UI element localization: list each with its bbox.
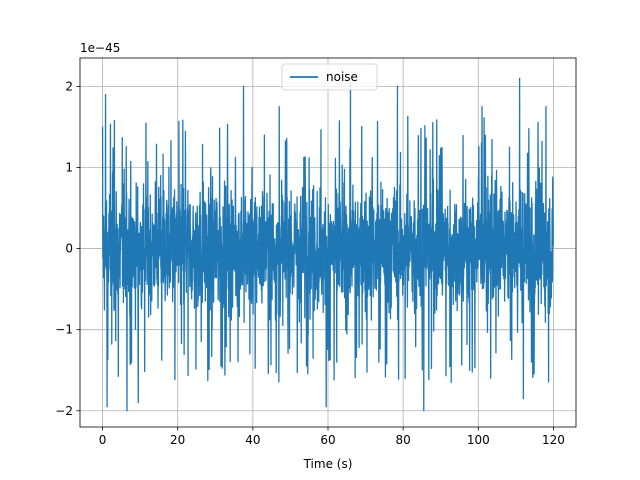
y-offset-label: 1e−45	[80, 41, 120, 55]
x-tick-label: 40	[245, 433, 260, 447]
x-tick-label: 0	[99, 433, 107, 447]
y-tick-label: −2	[55, 404, 73, 418]
legend: noise	[281, 63, 378, 91]
x-tick-label: 80	[396, 433, 411, 447]
x-tick-label: 20	[170, 433, 185, 447]
x-tick-label: 120	[542, 433, 565, 447]
y-axis: −2 −1 0 1 2	[55, 79, 80, 418]
x-tick-label: 60	[320, 433, 335, 447]
y-tick-label: 2	[65, 79, 73, 93]
y-tick-label: 0	[65, 242, 73, 256]
legend-label-noise: noise	[326, 70, 358, 84]
series-group	[101, 77, 555, 412]
series-line-noise	[101, 77, 555, 412]
y-tick-label: −1	[55, 323, 73, 337]
y-tick-label: 1	[65, 160, 73, 174]
x-axis: 0 20 40 60 80 100 120	[99, 427, 565, 447]
x-axis-label: Time (s)	[303, 457, 353, 471]
x-tick-label: 100	[467, 433, 490, 447]
legend-box	[281, 63, 378, 91]
